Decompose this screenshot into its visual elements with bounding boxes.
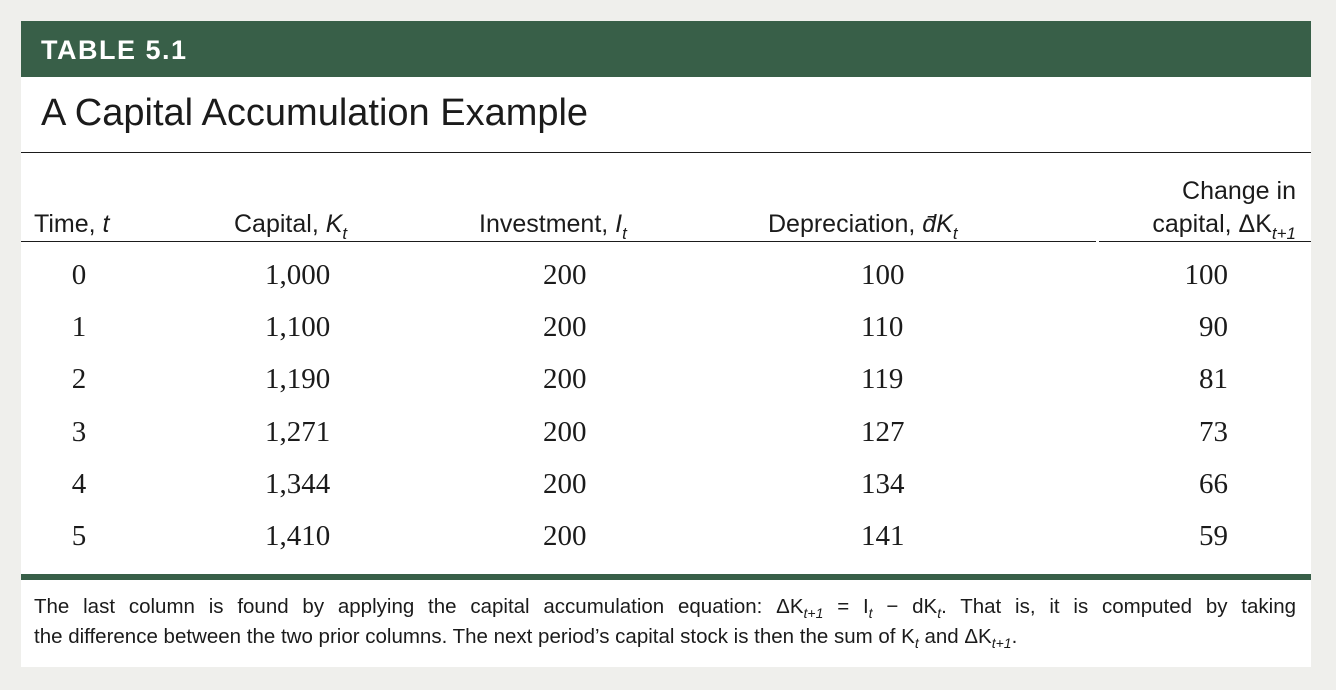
table-note: The last column is found by applying the… [34, 592, 1296, 652]
cell-investment: 200 [543, 311, 587, 343]
cell-investment: 200 [543, 468, 587, 500]
cell-investment: 200 [543, 416, 587, 448]
header-capital: Capital, Kt [234, 171, 434, 243]
cell-investment: 200 [543, 520, 587, 552]
header-rule-last [1099, 241, 1311, 242]
cell-change: 66 [1199, 468, 1228, 500]
header-investment: Investment, It [479, 171, 679, 243]
cell-capital: 1,100 [265, 311, 331, 343]
cell-capital: 1,000 [265, 259, 331, 291]
cell-time: 1 [71, 311, 87, 343]
header-rule [21, 241, 1096, 242]
table-label: TABLE 5.1 [41, 35, 188, 65]
header-change-line2: capital, ΔKt+1 [1152, 210, 1296, 243]
cell-depreciation: 119 [861, 363, 904, 395]
cell-change: 73 [1199, 416, 1228, 448]
table-banner: TABLE 5.1 [21, 21, 1311, 77]
top-rule [21, 152, 1311, 153]
cell-time: 3 [71, 416, 87, 448]
cell-time: 5 [71, 520, 87, 552]
cell-change: 100 [1184, 259, 1229, 291]
cell-change: 59 [1199, 520, 1228, 552]
cell-capital: 1,344 [265, 468, 331, 500]
cell-time: 2 [71, 363, 87, 395]
header-time: Time, t [34, 171, 234, 241]
cell-investment: 200 [543, 363, 587, 395]
cell-time: 0 [71, 259, 87, 291]
cell-time: 4 [71, 468, 87, 500]
header-capital-label: Capital, Kt [234, 210, 348, 243]
cell-capital: 1,190 [265, 363, 331, 395]
cell-change: 90 [1199, 311, 1228, 343]
cell-investment: 200 [543, 259, 587, 291]
cell-capital: 1,410 [265, 520, 331, 552]
header-time-label: Time, t [34, 210, 110, 238]
cell-depreciation: 100 [861, 259, 905, 291]
cell-depreciation: 110 [861, 311, 904, 343]
note-line-1: The last column is found by applying the… [34, 595, 1297, 621]
header-investment-label: Investment, It [479, 210, 627, 243]
header-change-line1: Change in [1182, 177, 1296, 205]
table-card: TABLE 5.1 A Capital Accumulation Example… [21, 21, 1311, 667]
cell-capital: 1,271 [265, 416, 331, 448]
note-line-2: the difference between the two prior col… [34, 625, 1018, 651]
header-change: Change in capital, ΔKt+1 [1071, 171, 1296, 243]
cell-change: 81 [1199, 363, 1228, 395]
cell-depreciation: 141 [861, 520, 905, 552]
header-depreciation: Depreciation, d̄Kt [768, 171, 1048, 243]
cell-depreciation: 134 [861, 468, 905, 500]
cell-depreciation: 127 [861, 416, 905, 448]
header-depreciation-label: Depreciation, d̄Kt [768, 210, 958, 243]
bottom-rule [21, 574, 1311, 580]
table-title: A Capital Accumulation Example [41, 92, 589, 134]
